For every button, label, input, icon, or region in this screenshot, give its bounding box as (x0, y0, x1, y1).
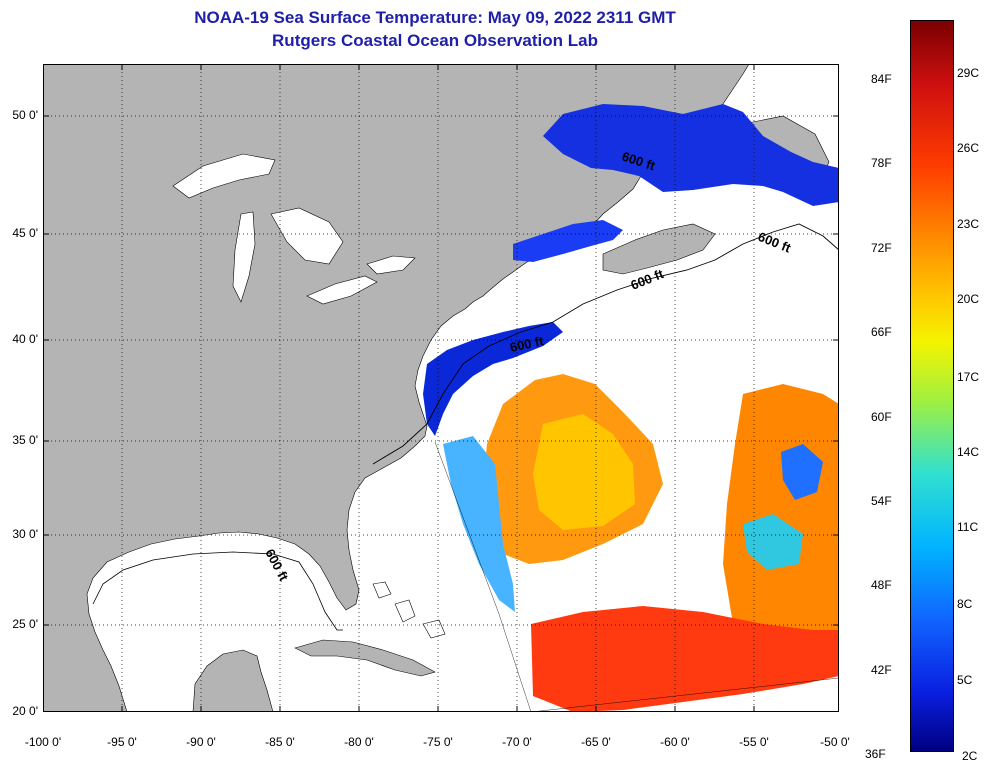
lon-label: -70 0' (502, 735, 532, 749)
sst-yellow-core (533, 414, 635, 530)
colorbar-f-label: 72F (871, 241, 892, 255)
lon-label: -85 0' (265, 735, 295, 749)
colorbar-f-label: 42F (871, 663, 892, 677)
lon-label: -90 0' (186, 735, 216, 749)
lake-ontario (366, 255, 416, 275)
land-bahamas (372, 581, 446, 639)
land-yucatan (192, 649, 274, 712)
isobath-label: 600 ft (509, 333, 546, 355)
lake-erie (306, 275, 378, 305)
lake-huron (270, 207, 344, 265)
lon-label: -75 0' (423, 735, 453, 749)
swath-boundary (434, 441, 839, 712)
colorbar-c-label: 11C (957, 520, 979, 534)
colorbar-c-label: 14C (957, 445, 980, 459)
colorbar-f-label: 84F (871, 72, 892, 86)
colorbar-c-label: 5C (957, 673, 973, 687)
lon-label: -100 0' (24, 735, 62, 749)
lat-label: 35 0' (12, 433, 38, 447)
map-frame (43, 64, 839, 712)
land-cuba (294, 639, 436, 677)
sst-teal-east-patch (743, 514, 803, 570)
sst-map: 600 ft 600 ft 600 ft 600 ft 600 ft (43, 64, 839, 712)
lon-label: -55 0' (739, 735, 769, 749)
sst-cold-gulf-maine (513, 220, 623, 262)
map-subtitle: Rutgers Coastal Ocean Observation Lab (272, 31, 598, 50)
lat-label: 25 0' (12, 617, 38, 631)
sst-cold-north (543, 104, 839, 206)
colorbar-f-label: 54F (871, 494, 892, 508)
colorbar-c-label: 23C (957, 217, 980, 231)
colorbar-c-label: 8C (957, 597, 973, 611)
lat-label: 20 0' (12, 704, 38, 718)
lat-label: 40 0' (12, 332, 38, 346)
lon-label: -65 0' (581, 735, 611, 749)
lon-label: -50 0' (820, 735, 850, 749)
colorbar-c-label: 26C (957, 141, 980, 155)
lon-label: -80 0' (344, 735, 374, 749)
lake-michigan (232, 211, 256, 303)
lat-label: 30 0' (12, 527, 38, 541)
lon-label: -60 0' (660, 735, 690, 749)
colorbar-f-label: 48F (871, 578, 892, 592)
lat-label: 45 0' (12, 226, 38, 240)
map-title: NOAA-19 Sea Surface Temperature: May 09,… (194, 8, 676, 27)
lat-label: 50 0' (12, 108, 38, 122)
temperature-colorbar (910, 20, 954, 752)
lake-superior (172, 153, 276, 199)
sst-cold-shelf (423, 322, 563, 436)
colorbar-f-label: 36F (865, 747, 886, 761)
sst-warm-south (531, 606, 839, 712)
sst-cool-east-patch (781, 444, 823, 500)
graticule (43, 64, 839, 712)
colorbar-c-label: 2C (962, 749, 978, 763)
colorbar-c-label: 17C (957, 370, 980, 384)
colorbar-f-label: 78F (871, 156, 892, 170)
frame-ticks (43, 64, 839, 712)
shelf-gulf (92, 551, 343, 631)
sst-mixed-swath-edge (443, 436, 515, 612)
colorbar-c-label: 20C (957, 292, 980, 306)
colorbar-f-label: 60F (871, 410, 892, 424)
colorbar-f-label: 66F (871, 325, 892, 339)
isobath-600ft (372, 223, 839, 465)
land-nova-scotia (602, 223, 716, 275)
lon-label: -95 0' (107, 735, 137, 749)
colorbar-c-label: 29C (957, 66, 980, 80)
